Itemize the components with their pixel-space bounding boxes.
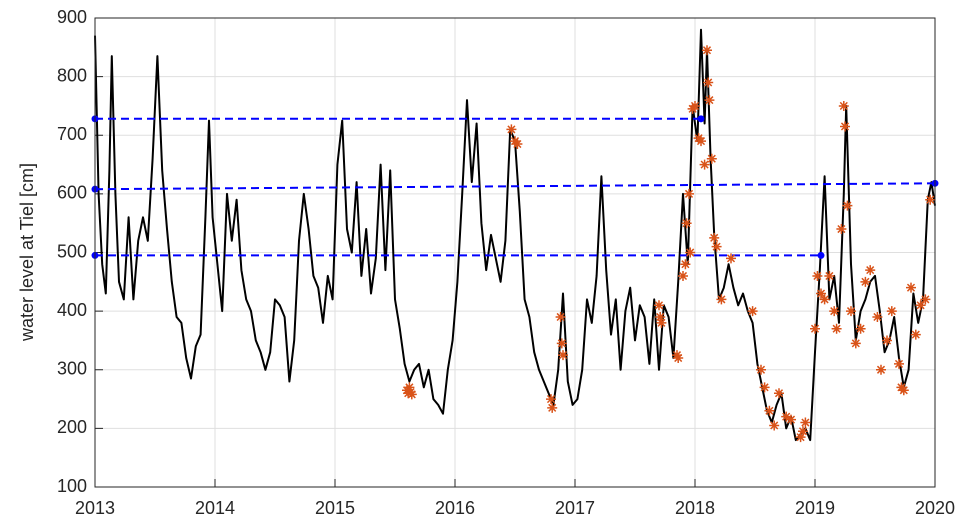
star-marker xyxy=(512,139,523,150)
star-marker xyxy=(506,124,517,135)
x-tick-label: 2019 xyxy=(795,498,835,518)
x-tick-label: 2017 xyxy=(555,498,595,518)
y-tick-label: 800 xyxy=(57,65,87,85)
star-marker xyxy=(685,247,696,258)
star-marker xyxy=(829,306,840,317)
star-marker xyxy=(690,100,700,111)
star-marker xyxy=(716,294,727,305)
x-tick-label: 2013 xyxy=(75,498,115,518)
star-marker xyxy=(672,350,682,361)
star-marker xyxy=(555,311,566,322)
star-marker xyxy=(404,382,415,393)
x-tick-label: 2015 xyxy=(315,498,355,518)
star-marker xyxy=(786,414,796,425)
star-marker xyxy=(709,232,720,243)
star-marker xyxy=(906,282,916,293)
star-marker xyxy=(886,306,897,317)
star-marker xyxy=(756,364,766,375)
x-tick-label: 2014 xyxy=(195,498,235,518)
star-marker xyxy=(558,350,568,361)
star-marker xyxy=(860,276,871,287)
point xyxy=(697,115,705,123)
axes-box xyxy=(94,17,936,488)
star-marker xyxy=(680,259,691,270)
star-marker xyxy=(840,121,850,132)
y-tick-label: 600 xyxy=(57,183,87,203)
star-marker xyxy=(656,317,667,328)
star-marker xyxy=(655,311,666,322)
star-marker xyxy=(654,300,664,311)
star-marker xyxy=(406,389,417,400)
y-tick-label: 500 xyxy=(57,241,87,261)
star-marker xyxy=(703,77,714,88)
point xyxy=(817,251,825,259)
star-marker xyxy=(795,432,806,443)
star-marker xyxy=(726,253,736,264)
y-tick-label: 200 xyxy=(57,417,87,437)
star-marker xyxy=(836,224,847,235)
star-marker xyxy=(910,329,921,340)
star-marker xyxy=(831,323,842,334)
star-marker xyxy=(405,387,416,398)
star-marker xyxy=(781,411,792,422)
star-marker xyxy=(915,300,926,311)
star-marker xyxy=(812,270,823,281)
star-marker xyxy=(764,405,775,416)
star-marker xyxy=(774,388,784,399)
star-marker xyxy=(800,417,811,428)
star-marker xyxy=(546,394,556,405)
star-marker xyxy=(846,306,856,317)
star-marker xyxy=(547,402,558,413)
y-tick-label: 700 xyxy=(57,124,87,144)
star-marker xyxy=(798,426,808,437)
star-marker xyxy=(824,270,835,281)
star-marker xyxy=(882,335,892,346)
star-marker xyxy=(855,323,866,334)
y-tick-label: 300 xyxy=(57,359,87,379)
star-marker xyxy=(403,388,414,399)
star-marker xyxy=(838,100,849,111)
star-marker xyxy=(865,265,876,276)
star-marker xyxy=(704,95,715,106)
star-marker xyxy=(759,382,770,393)
star-marker xyxy=(769,420,780,431)
star-marker xyxy=(872,311,883,322)
star-marker xyxy=(702,45,712,56)
star-marker xyxy=(876,364,886,375)
y-tick-label: 100 xyxy=(57,476,87,496)
star-marker xyxy=(842,200,853,211)
star-marker xyxy=(925,194,936,205)
star-marker xyxy=(747,306,758,317)
star-marker xyxy=(810,323,820,334)
x-tick-label: 2016 xyxy=(435,498,475,518)
star-marker xyxy=(819,294,830,305)
dashed-line xyxy=(94,182,936,191)
x-tick-label: 2018 xyxy=(675,498,715,518)
y-tick-label: 400 xyxy=(57,300,87,320)
star-marker xyxy=(684,188,694,199)
star-marker xyxy=(850,338,861,349)
star-marker xyxy=(711,241,722,252)
y-axis-label: water level at Tiel [cm] xyxy=(17,163,37,342)
star-marker xyxy=(696,136,706,147)
star-marker xyxy=(556,338,567,349)
x-tick-label: 2020 xyxy=(915,498,955,518)
star-marker xyxy=(898,385,909,396)
star-marker xyxy=(706,153,717,164)
star-marker xyxy=(816,288,826,299)
star-marker xyxy=(681,218,692,229)
star-marker xyxy=(678,270,688,281)
y-tick-label: 900 xyxy=(57,7,87,27)
star-marker xyxy=(894,358,904,369)
star-marker xyxy=(920,294,931,305)
star-marker xyxy=(673,353,684,364)
star-marker xyxy=(699,159,710,170)
